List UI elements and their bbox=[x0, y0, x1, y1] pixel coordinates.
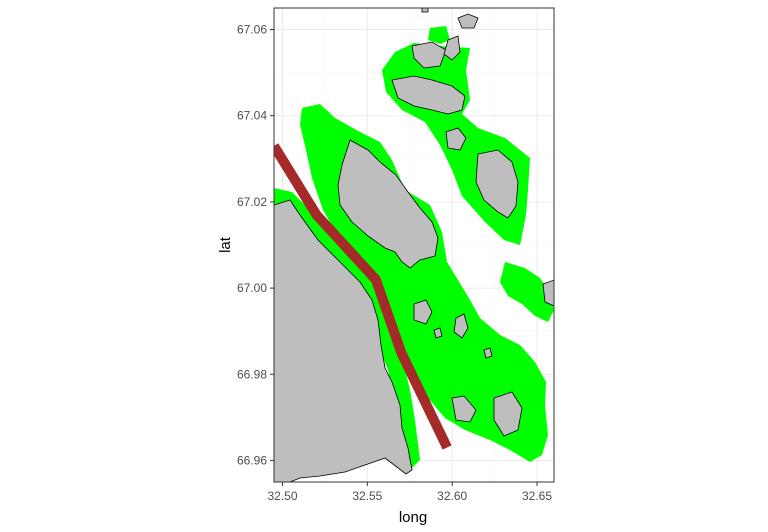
northeast-rock-1 bbox=[457, 13, 479, 29]
northeast-rock-2 bbox=[443, 35, 461, 61]
tiny-rock-1 bbox=[433, 327, 443, 339]
east-edge-island bbox=[542, 279, 554, 307]
x-axis-title: long bbox=[399, 509, 427, 526]
land-layer bbox=[274, 8, 554, 482]
large-central-island bbox=[337, 139, 439, 269]
north-islet bbox=[411, 41, 447, 69]
y-axis-title: lat bbox=[217, 236, 234, 253]
y-tick-label: 67.06 bbox=[237, 23, 267, 37]
y-tick-label: 67.04 bbox=[237, 109, 267, 123]
small-island-a bbox=[445, 127, 467, 151]
y-axis: 66.96 66.98 67.00 67.02 67.04 67.06 bbox=[237, 23, 274, 467]
tiny-rock-3 bbox=[421, 8, 429, 13]
mainland-coast bbox=[274, 199, 413, 482]
tiny-rock-2 bbox=[483, 347, 493, 359]
y-tick-label: 67.00 bbox=[237, 281, 267, 295]
x-tick-label: 32.50 bbox=[267, 489, 297, 503]
route-track bbox=[274, 143, 452, 450]
east-island bbox=[475, 149, 519, 219]
buffer-north-islet bbox=[428, 26, 450, 44]
x-tick-label: 32.60 bbox=[437, 489, 467, 503]
x-axis: 32.50 32.55 32.60 32.65 bbox=[267, 482, 552, 503]
small-island-b bbox=[413, 299, 433, 325]
small-island-c bbox=[453, 313, 469, 339]
north-island bbox=[391, 75, 466, 115]
x-tick-label: 32.65 bbox=[522, 489, 552, 503]
south-island-b bbox=[493, 391, 523, 437]
x-tick-label: 32.55 bbox=[352, 489, 382, 503]
south-island-a bbox=[451, 395, 477, 423]
y-tick-label: 67.02 bbox=[237, 195, 267, 209]
panel-border bbox=[273, 7, 555, 483]
y-tick-label: 66.98 bbox=[237, 367, 267, 381]
buffer-east-patch bbox=[500, 262, 554, 322]
y-tick-label: 66.96 bbox=[237, 453, 267, 467]
